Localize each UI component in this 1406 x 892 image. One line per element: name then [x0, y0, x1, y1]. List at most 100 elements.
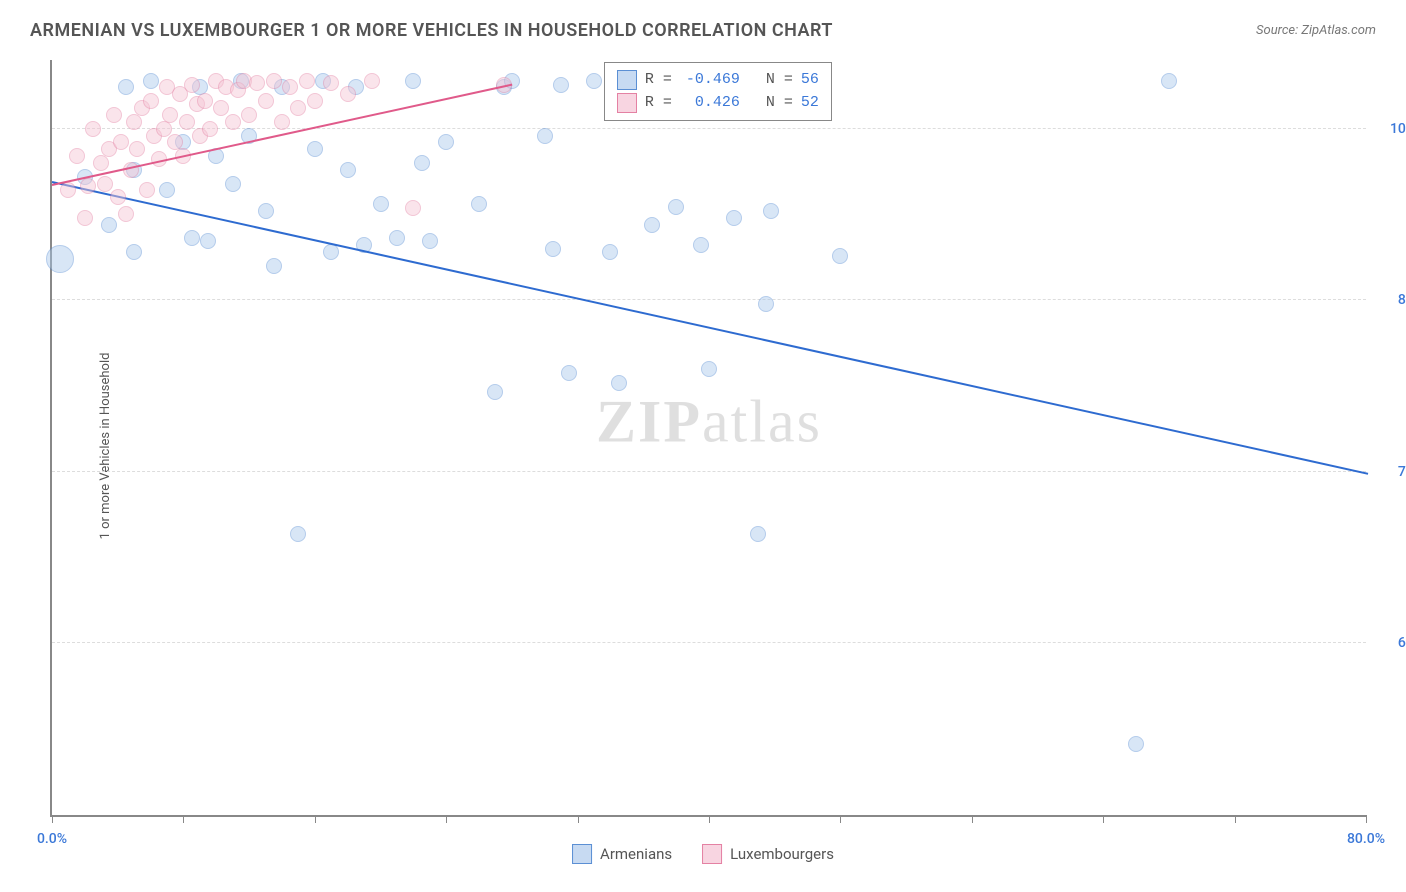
data-point — [118, 79, 134, 95]
data-point — [46, 245, 74, 273]
legend-row: R = -0.469 N = 56 — [617, 69, 819, 92]
gridline — [52, 642, 1366, 643]
data-point — [701, 361, 717, 377]
source-attribution: Source: ZipAtlas.com — [1256, 23, 1376, 38]
data-point — [414, 155, 430, 171]
data-point — [85, 121, 101, 137]
chart-title: ARMENIAN VS LUXEMBOURGER 1 OR MORE VEHIC… — [30, 20, 833, 41]
data-point — [77, 210, 93, 226]
trendline — [52, 181, 1368, 475]
y-tick-label: 100.0% — [1390, 121, 1406, 137]
data-point — [266, 258, 282, 274]
data-point — [241, 107, 257, 123]
data-point — [93, 155, 109, 171]
data-point — [282, 79, 298, 95]
x-tick-label: 80.0% — [1347, 831, 1385, 847]
data-point — [438, 134, 454, 150]
y-tick-label: 62.5% — [1398, 635, 1406, 651]
x-tick — [315, 815, 316, 823]
data-point — [553, 77, 569, 93]
correlation-legend: R = -0.469 N = 56R = 0.426 N = 52 — [604, 62, 832, 121]
data-point — [156, 121, 172, 137]
data-point — [266, 73, 282, 89]
data-point — [129, 141, 145, 157]
x-tick — [1235, 815, 1236, 823]
data-point — [299, 73, 315, 89]
data-point — [611, 375, 627, 391]
data-point — [225, 176, 241, 192]
data-point — [69, 148, 85, 164]
data-point — [364, 73, 380, 89]
x-tick — [52, 815, 53, 823]
data-point — [258, 93, 274, 109]
data-point — [602, 244, 618, 260]
x-tick — [578, 815, 579, 823]
series-legend: Armenians Luxembourgers — [572, 844, 834, 864]
data-point — [307, 141, 323, 157]
x-tick — [1103, 815, 1104, 823]
data-point — [97, 176, 113, 192]
data-point — [763, 203, 779, 219]
data-point — [668, 199, 684, 215]
data-point — [162, 107, 178, 123]
x-tick-label: 0.0% — [37, 831, 67, 847]
data-point — [323, 244, 339, 260]
scatter-plot: ZIPatlas 62.5%75.0%87.5%100.0%0.0%80.0%R… — [50, 60, 1366, 817]
data-point — [274, 114, 290, 130]
data-point — [290, 100, 306, 116]
data-point — [179, 114, 195, 130]
data-point — [471, 196, 487, 212]
data-point — [159, 182, 175, 198]
data-point — [307, 93, 323, 109]
data-point — [340, 86, 356, 102]
legend-swatch — [702, 844, 722, 864]
legend-item: Luxembourgers — [702, 844, 834, 864]
x-tick — [1366, 815, 1367, 823]
data-point — [405, 200, 421, 216]
data-point — [323, 75, 339, 91]
data-point — [60, 182, 76, 198]
data-point — [258, 203, 274, 219]
data-point — [126, 244, 142, 260]
y-tick-label: 75.0% — [1398, 464, 1406, 480]
data-point — [726, 210, 742, 226]
x-tick — [709, 815, 710, 823]
gridline — [52, 299, 1366, 300]
data-point — [113, 134, 129, 150]
legend-item: Armenians — [572, 844, 672, 864]
legend-label: Armenians — [600, 845, 672, 863]
data-point — [80, 178, 96, 194]
y-tick-label: 87.5% — [1398, 292, 1406, 308]
legend-swatch — [617, 70, 637, 90]
data-point — [143, 93, 159, 109]
data-point — [106, 107, 122, 123]
data-point — [139, 182, 155, 198]
data-point — [693, 237, 709, 253]
data-point — [1161, 73, 1177, 89]
x-tick — [972, 815, 973, 823]
legend-label: Luxembourgers — [730, 845, 834, 863]
data-point — [290, 526, 306, 542]
legend-row: R = 0.426 N = 52 — [617, 92, 819, 115]
watermark: ZIPatlas — [596, 388, 822, 457]
data-point — [832, 248, 848, 264]
data-point — [545, 241, 561, 257]
data-point — [561, 365, 577, 381]
x-tick — [183, 815, 184, 823]
data-point — [644, 217, 660, 233]
data-point — [586, 73, 602, 89]
data-point — [213, 100, 229, 116]
data-point — [750, 526, 766, 542]
data-point — [184, 230, 200, 246]
data-point — [537, 128, 553, 144]
data-point — [249, 75, 265, 91]
data-point — [200, 233, 216, 249]
data-point — [110, 189, 126, 205]
data-point — [389, 230, 405, 246]
data-point — [340, 162, 356, 178]
data-point — [1128, 736, 1144, 752]
data-point — [373, 196, 389, 212]
data-point — [126, 114, 142, 130]
data-point — [143, 73, 159, 89]
gridline — [52, 471, 1366, 472]
